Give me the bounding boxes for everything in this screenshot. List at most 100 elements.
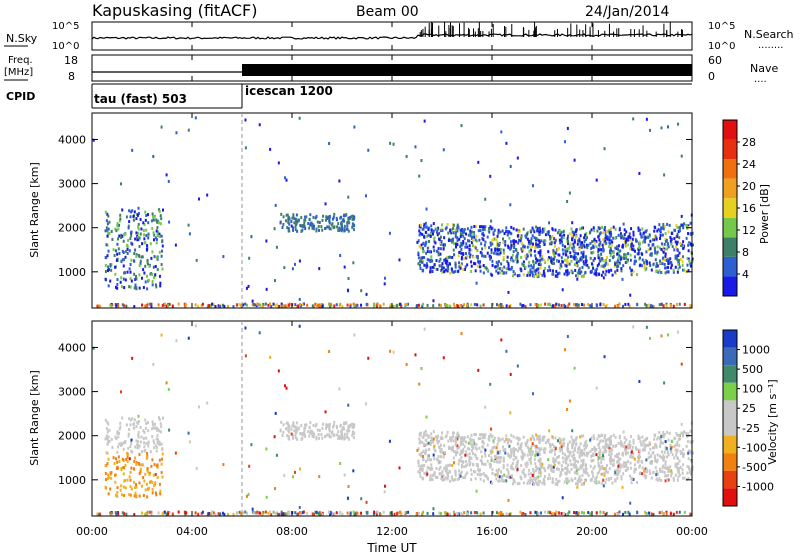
velocity-point [547, 510, 550, 514]
power-point [536, 258, 539, 262]
power-point [652, 305, 655, 309]
power-point [184, 302, 187, 306]
velocity-point [314, 424, 317, 428]
velocity-point [556, 483, 559, 487]
power-point [274, 303, 277, 307]
velocity-point [627, 460, 630, 464]
power-point [530, 264, 533, 268]
power-point [643, 235, 646, 239]
velocity-point [680, 422, 683, 426]
velocity-point [327, 433, 330, 437]
power-point [560, 240, 563, 244]
power-point [593, 229, 596, 233]
power-point [444, 227, 447, 231]
velocity-point [302, 432, 305, 436]
power-point [153, 255, 156, 259]
power-point [608, 236, 611, 240]
power-point [543, 242, 546, 246]
power-point [595, 267, 598, 271]
power-point [430, 255, 433, 259]
power-point [577, 259, 580, 263]
colorbar-segment [723, 435, 737, 454]
velocity-point [660, 450, 663, 454]
velocity-point [261, 512, 264, 516]
velocity-point [560, 442, 563, 446]
power-point [139, 218, 142, 222]
power-point [538, 244, 541, 248]
velocity-point [482, 446, 485, 450]
velocity-point [509, 512, 512, 516]
power-point [287, 229, 290, 233]
velocity-point [158, 442, 161, 446]
colorbar-segment [723, 330, 737, 348]
power-point [461, 305, 464, 309]
power-point [499, 251, 502, 255]
velocity-point [687, 451, 690, 455]
power-point [575, 228, 578, 232]
power-point [632, 117, 635, 121]
velocity-point [573, 453, 576, 457]
power-point [612, 251, 615, 255]
power-point [568, 243, 571, 247]
velocity-point [137, 444, 140, 448]
power-point [532, 259, 535, 263]
power-point [535, 236, 538, 240]
velocity-point [126, 455, 129, 459]
power-point [327, 302, 330, 306]
power-point [328, 141, 331, 145]
power-point [615, 261, 618, 265]
power-point [677, 262, 680, 266]
power-point [126, 247, 129, 251]
power-point [154, 236, 157, 240]
power-point [451, 270, 454, 274]
power-point [645, 117, 648, 121]
velocity-point [585, 445, 588, 449]
power-point [453, 242, 456, 246]
velocity-point [295, 421, 298, 425]
velocity-point [423, 431, 426, 435]
power-point [146, 258, 149, 262]
power-point [292, 226, 295, 230]
velocity-point [471, 443, 474, 447]
velocity-point [587, 511, 590, 515]
velocity-point [625, 451, 628, 455]
velocity-point [317, 433, 320, 437]
velocity-point [435, 467, 438, 471]
velocity-point [677, 467, 680, 471]
power-point [482, 227, 485, 231]
power-point [460, 251, 463, 255]
power-point [605, 235, 608, 239]
velocity-point [571, 444, 574, 448]
velocity-point [121, 442, 124, 446]
power-point [482, 264, 485, 268]
power-point [568, 191, 571, 195]
velocity-point [561, 451, 564, 455]
power-point [314, 302, 317, 306]
velocity-point [522, 452, 525, 456]
power-point [314, 216, 317, 220]
power-point [158, 232, 161, 236]
power-point [674, 228, 677, 232]
velocity-point [118, 460, 121, 464]
power-point [424, 230, 427, 234]
power-point [433, 249, 436, 253]
velocity-point [560, 439, 563, 443]
power-point [502, 258, 505, 262]
velocity-point [304, 426, 307, 430]
velocity-point [429, 442, 432, 446]
velocity-point [661, 470, 664, 474]
power-point [663, 258, 666, 262]
power-point [512, 242, 515, 246]
velocity-point [434, 449, 437, 453]
velocity-point [489, 465, 492, 469]
velocity-point [158, 482, 161, 486]
velocity-point [432, 453, 435, 457]
velocity-point [600, 472, 603, 476]
velocity-point [425, 459, 428, 463]
power-point [373, 302, 376, 306]
power-point [447, 231, 450, 235]
velocity-point [512, 467, 515, 471]
colorbar-tick-label: 28 [742, 136, 756, 149]
power-point [360, 303, 363, 307]
power-point [145, 304, 148, 308]
